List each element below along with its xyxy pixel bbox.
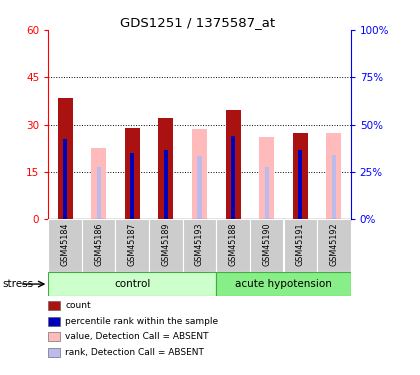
Text: control: control [114,279,150,289]
Text: GSM45193: GSM45193 [195,223,204,266]
Text: GSM45186: GSM45186 [94,223,103,266]
Bar [298,150,302,219]
Bar [265,167,269,219]
Bar [332,154,336,219]
Bar [216,219,250,272]
Bar [125,128,140,219]
Bar [116,219,149,272]
Bar [63,139,67,219]
Bar [317,219,351,272]
Bar [192,129,207,219]
Bar [197,156,202,219]
Bar [226,111,241,219]
Text: GSM45184: GSM45184 [60,223,70,266]
Bar [326,133,341,219]
Bar [48,272,216,296]
Bar [183,219,216,272]
Bar [82,219,116,272]
Bar [231,136,235,219]
Bar [158,118,173,219]
Text: GSM45187: GSM45187 [128,223,137,266]
Text: stress: stress [2,279,33,289]
Text: GSM45188: GSM45188 [228,223,238,266]
Bar [259,137,274,219]
Bar [97,167,101,219]
Bar [284,219,317,272]
Bar [58,98,73,219]
Bar [91,148,106,219]
Bar [250,219,284,272]
Text: count: count [65,301,91,310]
Bar [216,272,351,296]
Text: GSM45189: GSM45189 [161,223,171,266]
Bar [293,133,308,219]
Bar [149,219,183,272]
Text: GSM45192: GSM45192 [329,223,339,266]
Text: GSM45190: GSM45190 [262,223,271,266]
Bar [130,153,134,219]
Text: GSM45191: GSM45191 [296,223,305,266]
Text: acute hypotension: acute hypotension [235,279,332,289]
Text: GDS1251 / 1375587_at: GDS1251 / 1375587_at [120,16,275,29]
Bar [164,150,168,219]
Text: value, Detection Call = ABSENT: value, Detection Call = ABSENT [65,332,209,341]
Bar [48,219,82,272]
Text: percentile rank within the sample: percentile rank within the sample [65,316,218,326]
Text: rank, Detection Call = ABSENT: rank, Detection Call = ABSENT [65,348,204,357]
